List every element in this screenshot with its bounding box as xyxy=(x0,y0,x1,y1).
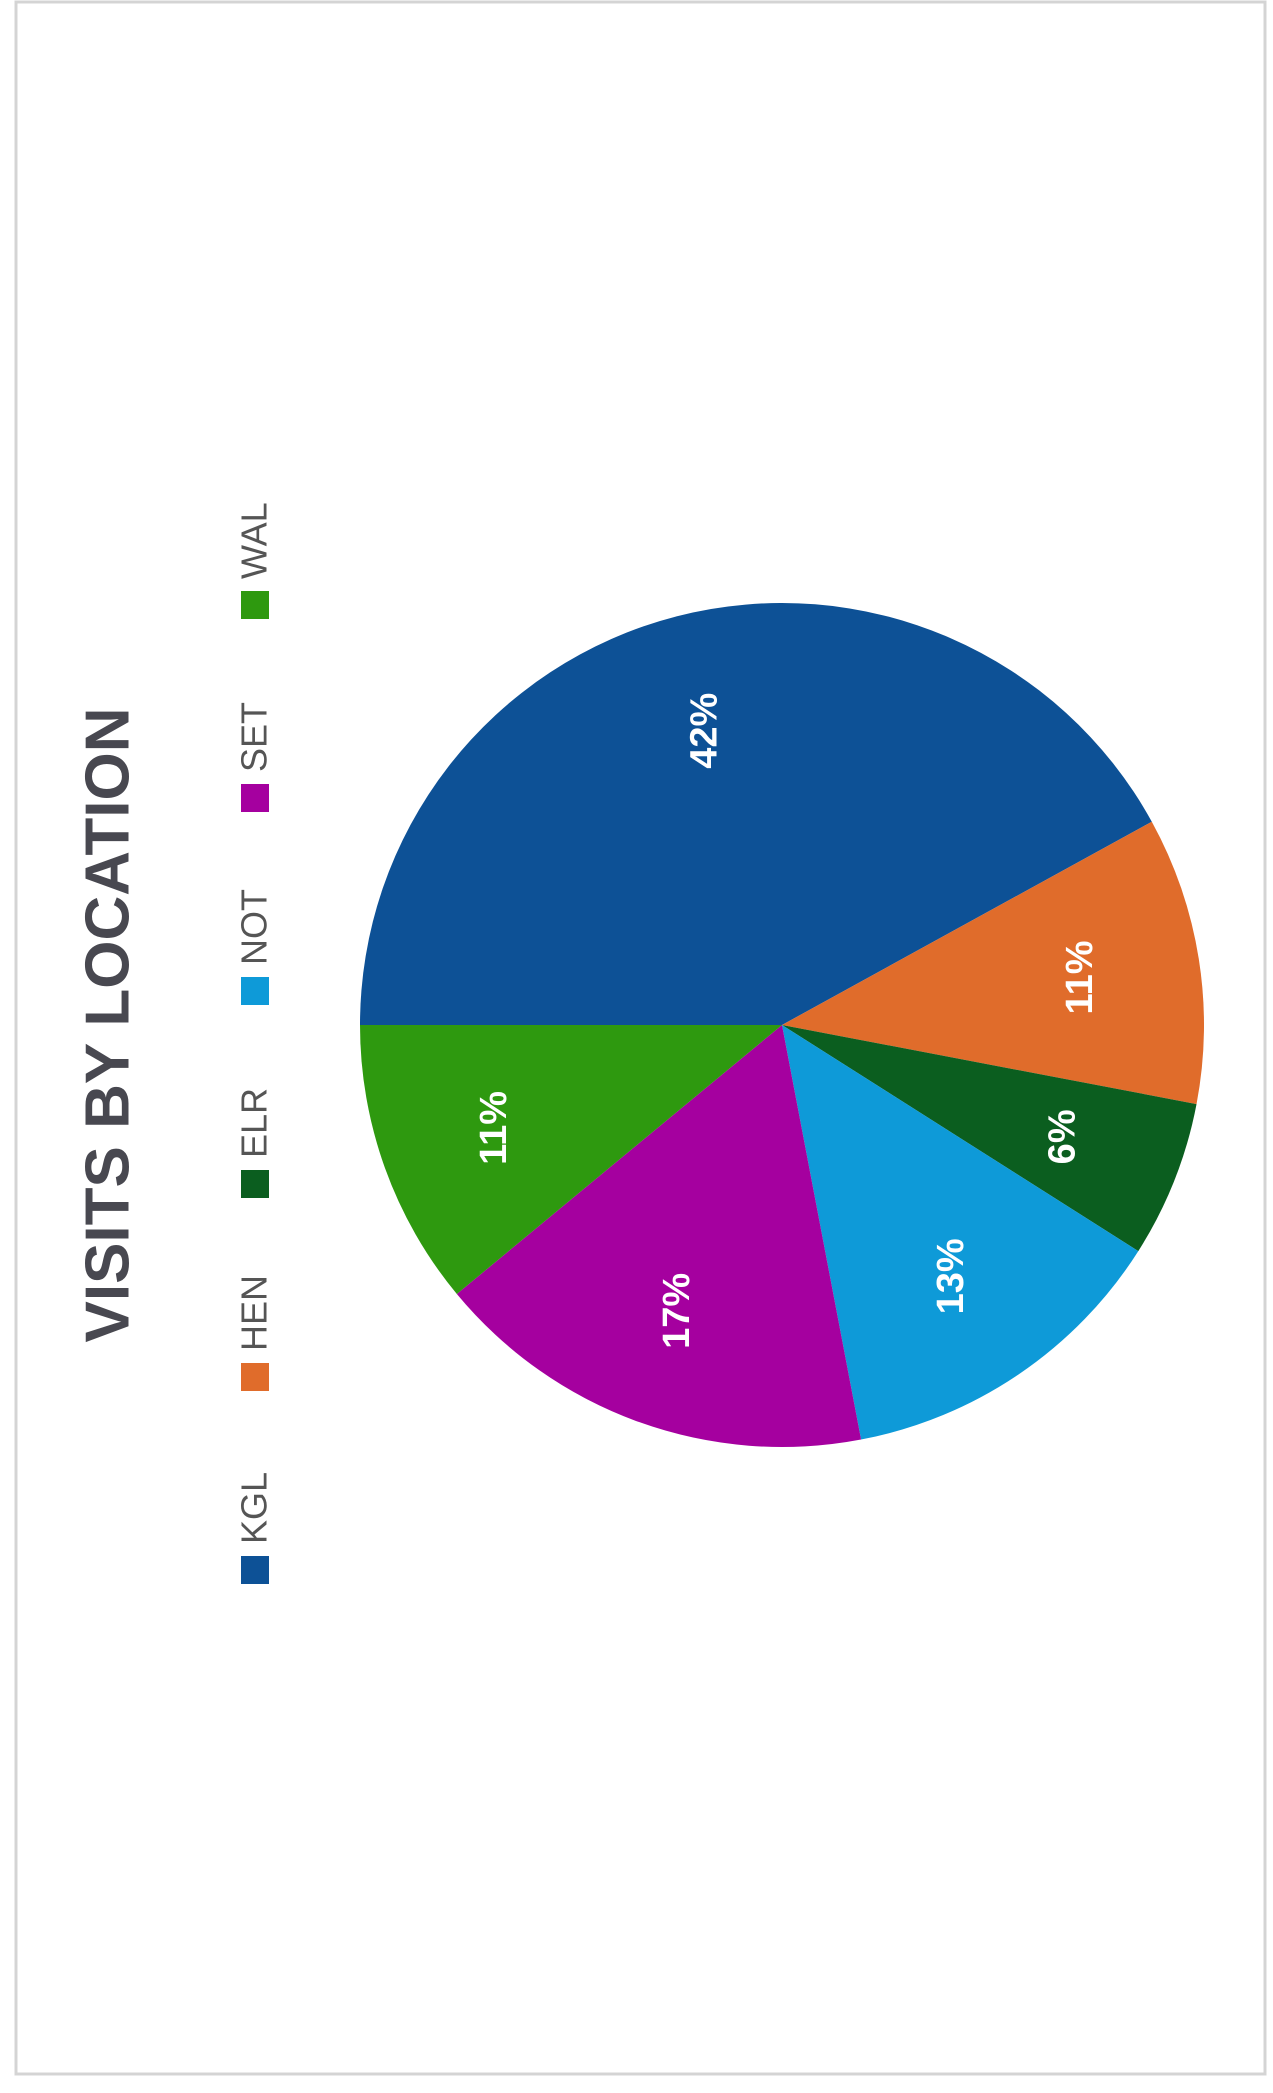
pie-slice xyxy=(360,603,1152,1025)
legend-label: KGL xyxy=(234,1472,275,1544)
data-label: 11% xyxy=(473,1091,515,1165)
rotated-chart: VISITS BY LOCATION 42% 11% 6% 13% 17% 11% KGL H… xyxy=(73,502,1205,1584)
chart-title: VISITS BY LOCATION xyxy=(73,708,142,1343)
legend-label: SET xyxy=(234,702,275,772)
pie-slice xyxy=(782,1025,1139,1440)
legend-swatch xyxy=(241,977,269,1005)
pie-slice xyxy=(456,1025,862,1447)
data-label: 11% xyxy=(1059,940,1101,1014)
data-label: 13% xyxy=(930,1238,972,1314)
legend-label: HEN xyxy=(234,1275,275,1351)
legend-swatch xyxy=(241,1363,269,1391)
data-label: 42% xyxy=(683,693,725,769)
legend-swatch xyxy=(241,591,269,619)
pie-slice xyxy=(782,1025,1197,1252)
data-label: 17% xyxy=(656,1273,698,1349)
legend-swatch xyxy=(241,1556,269,1584)
pie-slice xyxy=(360,1025,782,1294)
legend-label: ELR xyxy=(234,1088,275,1158)
legend-label: NOT xyxy=(234,889,275,965)
legend-swatch xyxy=(241,784,269,812)
legend-swatch xyxy=(241,1170,269,1198)
pie-slice xyxy=(782,821,1205,1105)
data-label: 6% xyxy=(1042,1109,1084,1164)
legend-label: WAL xyxy=(234,502,275,579)
